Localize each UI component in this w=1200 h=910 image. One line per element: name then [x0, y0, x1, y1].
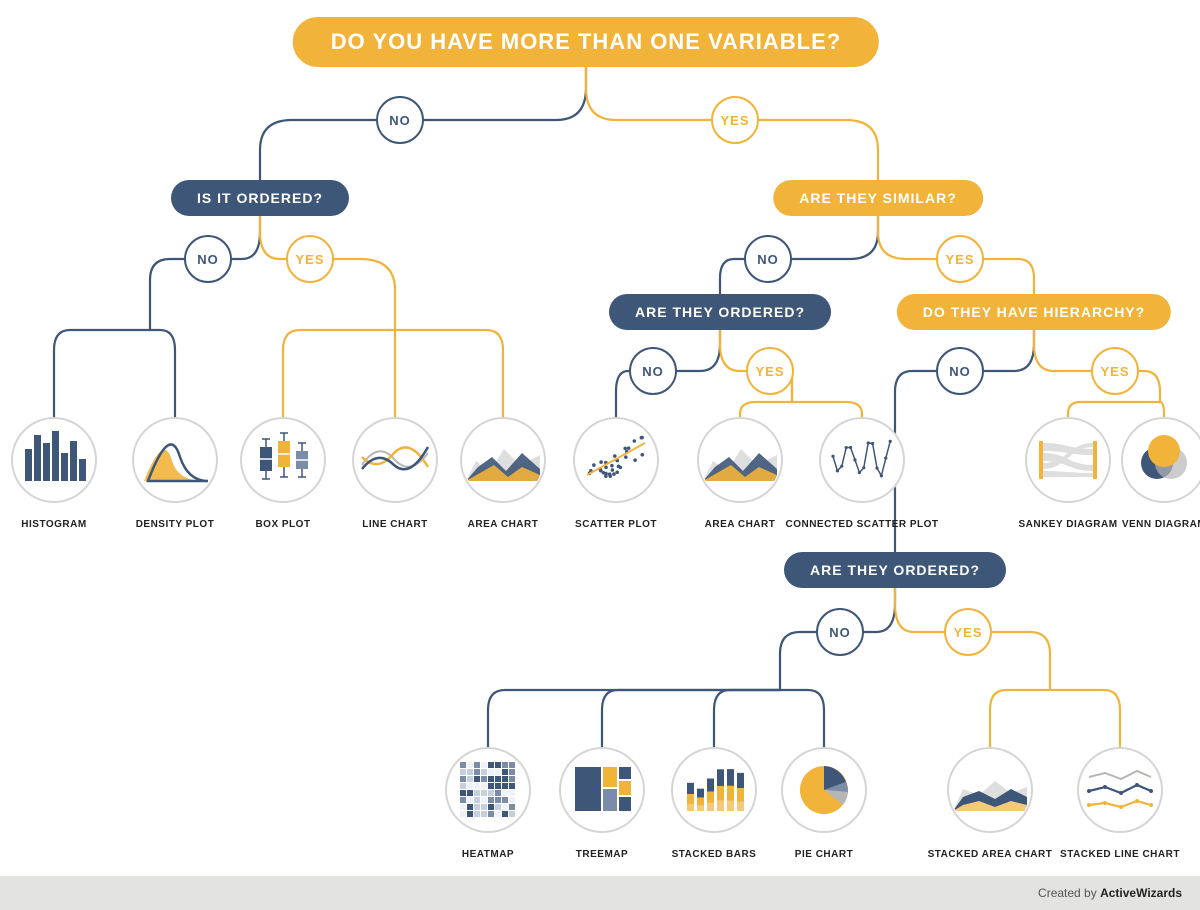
question-q_ordered2: ARE THEY ORDERED? [609, 294, 831, 330]
edge [150, 330, 175, 419]
chart-connscatter [819, 417, 905, 503]
edge [1068, 402, 1160, 419]
decision-d_root_yes: YES [711, 96, 759, 144]
question-q_ordered1: IS IT ORDERED? [171, 180, 349, 216]
edge [982, 328, 1034, 371]
footer-brand: ActiveWizards [1100, 886, 1182, 900]
question-q_similar: ARE THEY SIMILAR? [773, 180, 983, 216]
decision-d_ord2_yes: YES [746, 347, 794, 395]
chart-treemap [559, 747, 645, 833]
edge [586, 64, 713, 120]
chart-label-sankey: SANKEY DIAGRAM [1018, 519, 1117, 530]
edge [422, 64, 586, 120]
chart-sankey [1025, 417, 1111, 503]
edge [990, 690, 1050, 749]
edge [1034, 328, 1093, 371]
edge [395, 330, 503, 419]
decision-d_ord3_no: NO [816, 608, 864, 656]
chart-label-stackedline: STACKED LINE CHART [1060, 849, 1180, 860]
chart-label-density: DENSITY PLOT [136, 519, 215, 530]
chart-label-areachart1: AREA CHART [468, 519, 539, 530]
footer-prefix: Created by [1038, 886, 1097, 900]
edge [757, 120, 878, 180]
chart-scatter [573, 417, 659, 503]
chart-areachart1 [460, 417, 546, 503]
chart-label-stackedbars: STACKED BARS [672, 849, 757, 860]
chart-histogram [11, 417, 97, 503]
edge [602, 690, 780, 749]
edge [230, 214, 260, 259]
chart-boxplot [240, 417, 326, 503]
edge [332, 259, 395, 330]
question-q_ordered3: ARE THEY ORDERED? [784, 552, 1006, 588]
chart-stackedbars [671, 747, 757, 833]
chart-label-histogram: HISTOGRAM [21, 519, 86, 530]
edge [1137, 371, 1160, 402]
edge [720, 328, 748, 371]
footer: Created by ActiveWizards [0, 876, 1200, 910]
edge [488, 690, 780, 749]
chart-label-venn: VENN DIAGRAM [1122, 519, 1200, 530]
edge [260, 120, 378, 180]
chart-label-treemap: TREEMAP [576, 849, 628, 860]
decision-d_ord2_no: NO [629, 347, 677, 395]
chart-areachart2 [697, 417, 783, 503]
question-q_root: DO YOU HAVE MORE THAN ONE VARIABLE? [293, 17, 879, 67]
chart-label-areachart2: AREA CHART [705, 519, 776, 530]
decision-d_root_no: NO [376, 96, 424, 144]
edge [260, 214, 288, 259]
edge [780, 632, 818, 690]
decision-d_sim_no: NO [744, 235, 792, 283]
edge [792, 371, 862, 419]
chart-label-connscatter: CONNECTED SCATTER PLOT [785, 519, 938, 530]
edge [720, 259, 746, 296]
chart-stackedarea [947, 747, 1033, 833]
chart-label-scatter: SCATTER PLOT [575, 519, 657, 530]
chart-stackedline [1077, 747, 1163, 833]
chart-linechart [352, 417, 438, 503]
decision-d_ord3_yes: YES [944, 608, 992, 656]
chart-label-linechart: LINE CHART [362, 519, 428, 530]
chart-density [132, 417, 218, 503]
edge [895, 586, 946, 632]
edge [675, 328, 720, 371]
chart-label-stackedarea: STACKED AREA CHART [928, 849, 1053, 860]
edge [990, 632, 1050, 690]
decision-d_sim_yes: YES [936, 235, 984, 283]
decision-d_hier_yes: YES [1091, 347, 1139, 395]
edge [616, 371, 631, 419]
edge [714, 690, 780, 749]
edge [283, 330, 395, 419]
chart-label-boxplot: BOX PLOT [255, 519, 310, 530]
edge [862, 586, 895, 632]
chart-label-heatmap: HEATMAP [462, 849, 514, 860]
edge [1050, 690, 1120, 749]
edge [878, 214, 938, 259]
chart-heatmap [445, 747, 531, 833]
flowchart-stage: Created by ActiveWizards DO YOU HAVE MOR… [0, 0, 1200, 910]
decision-d_ord1_yes: YES [286, 235, 334, 283]
chart-venn [1121, 417, 1200, 503]
edge [780, 690, 824, 749]
edge [790, 214, 878, 259]
edge [150, 259, 186, 330]
chart-piechart [781, 747, 867, 833]
decision-d_hier_no: NO [936, 347, 984, 395]
edge [982, 259, 1034, 296]
decision-d_ord1_no: NO [184, 235, 232, 283]
chart-label-piechart: PIE CHART [795, 849, 853, 860]
edge [54, 330, 150, 419]
question-q_hier: DO THEY HAVE HIERARCHY? [897, 294, 1171, 330]
